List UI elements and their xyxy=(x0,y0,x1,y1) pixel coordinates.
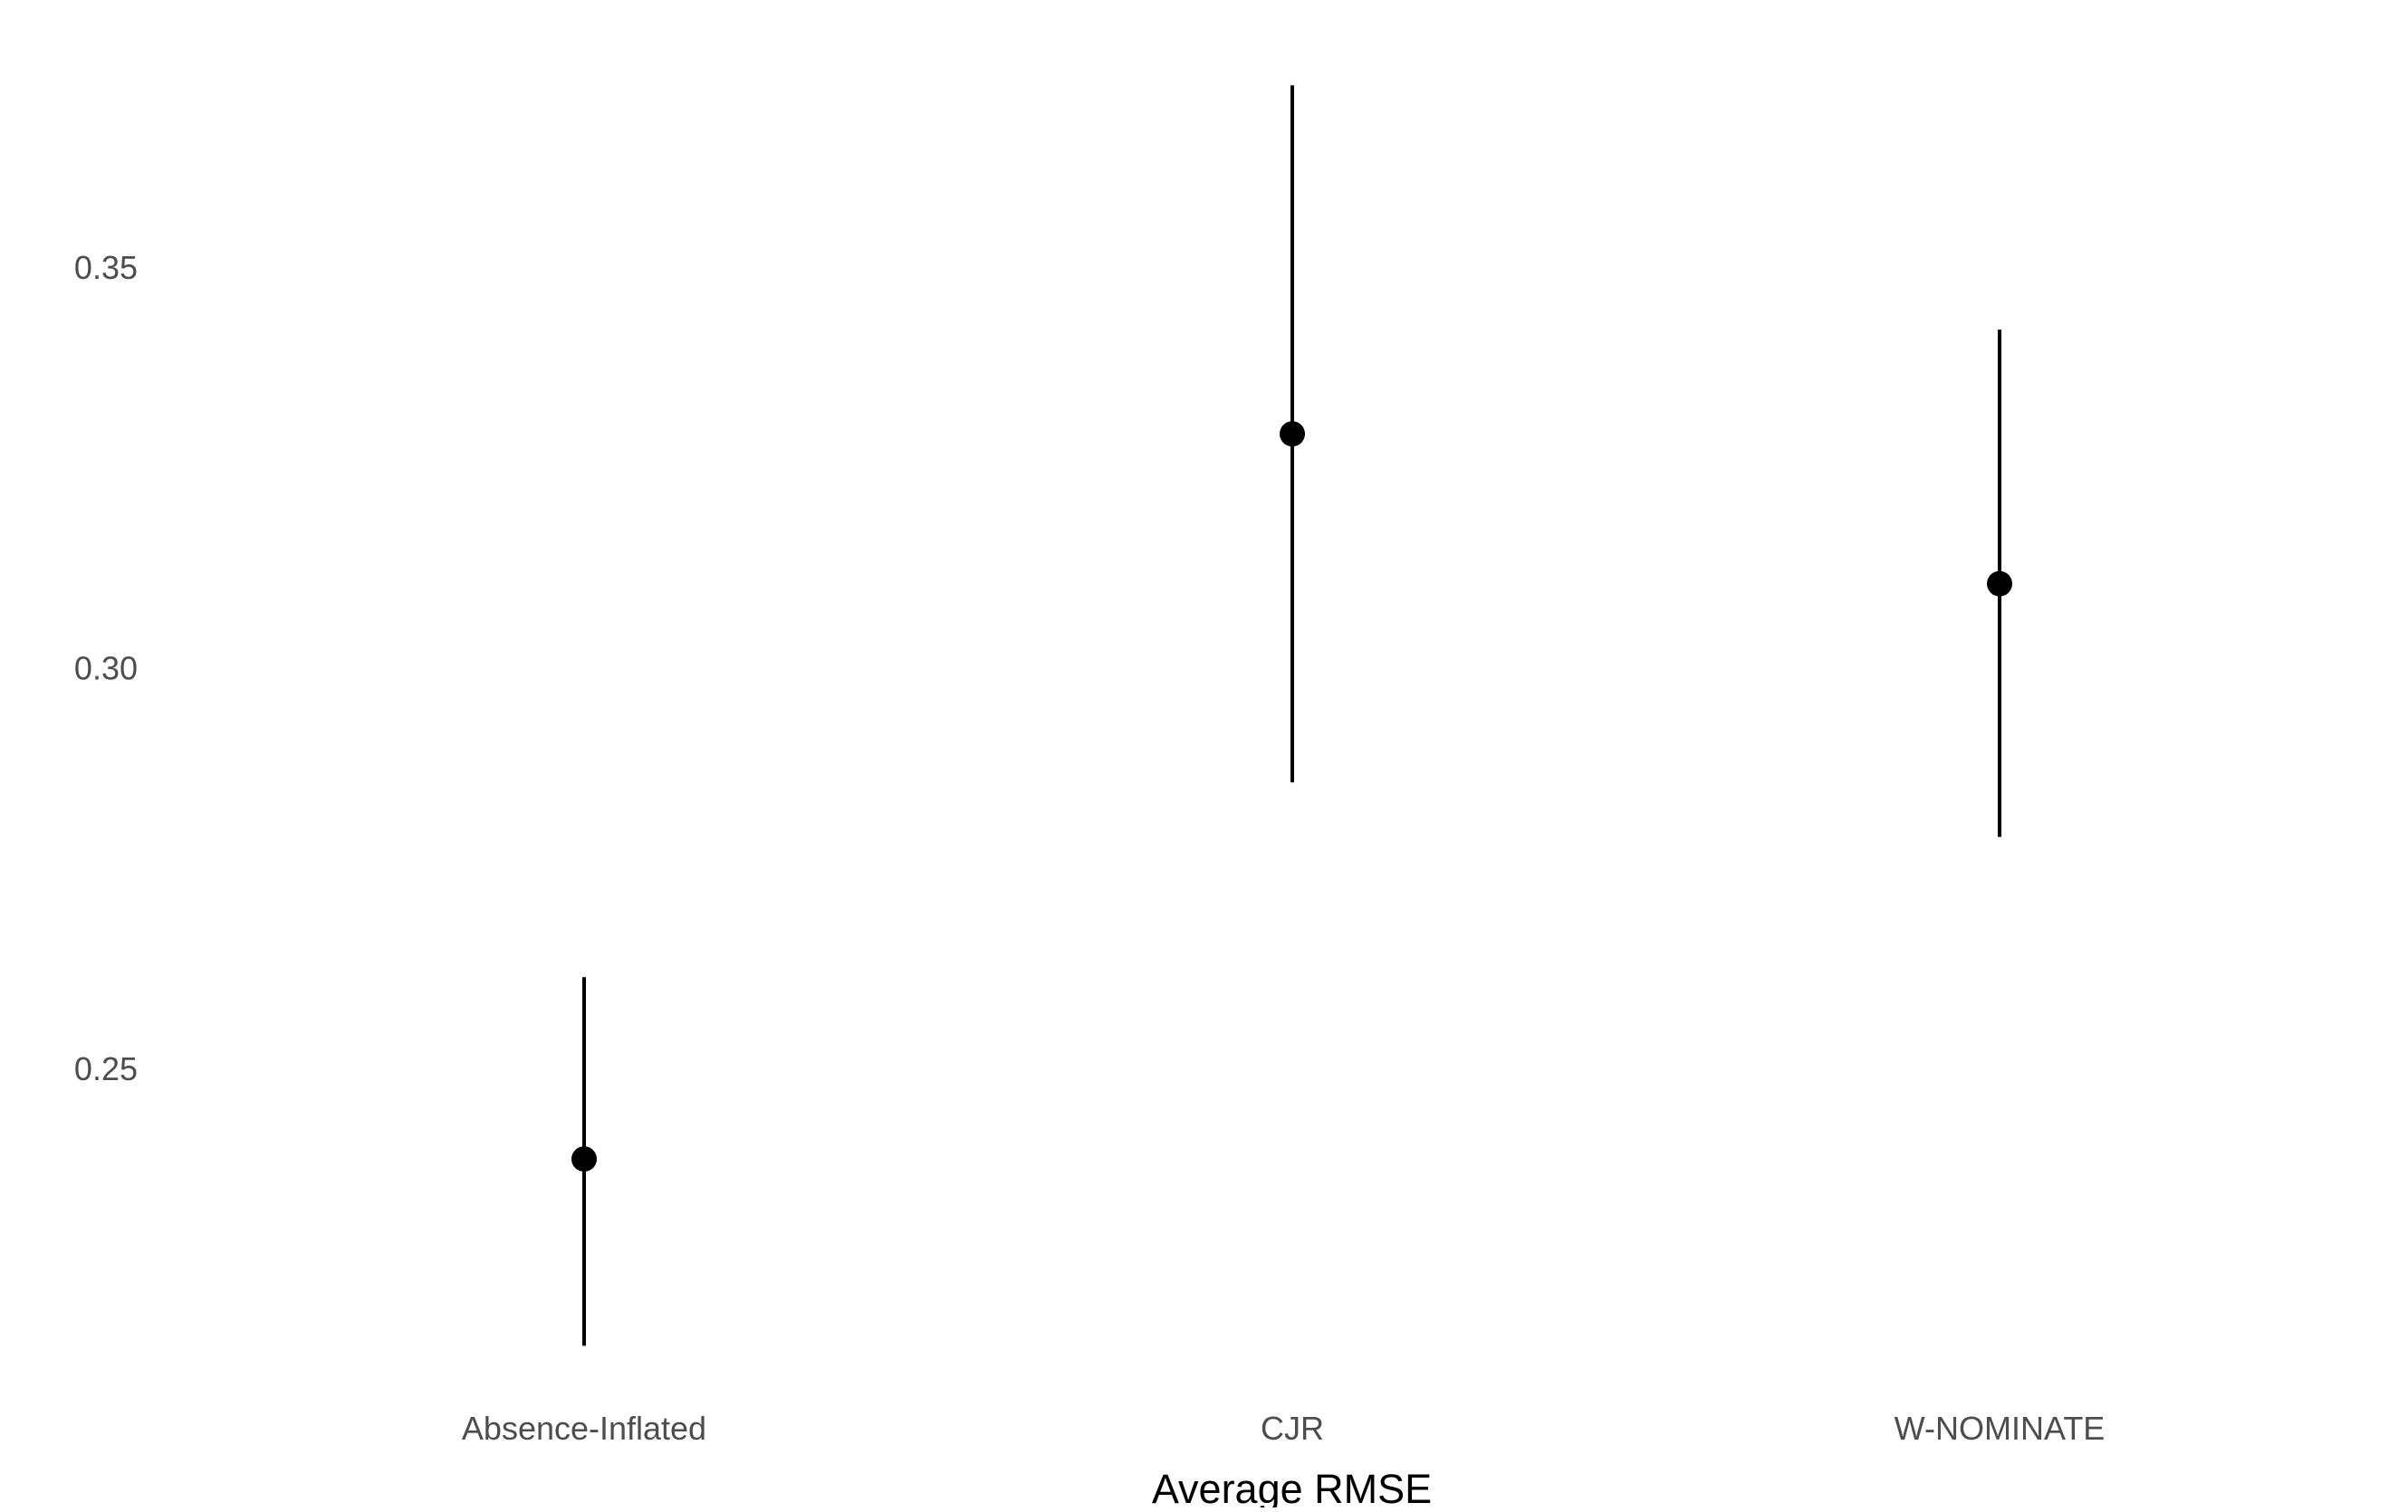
data-point xyxy=(1280,421,1305,447)
x-tick-label: W-NOMINATE xyxy=(1895,1410,2106,1447)
x-tick-label: CJR xyxy=(1261,1410,1324,1447)
y-tick-label: 0.25 xyxy=(74,1050,138,1087)
data-point xyxy=(571,1146,597,1172)
y-axis-tick-labels: 0.25 0.30 0.35 xyxy=(74,249,138,1087)
y-tick-label: 0.30 xyxy=(74,650,138,687)
data-points xyxy=(571,421,2012,1172)
y-tick-label: 0.35 xyxy=(74,249,138,286)
x-tick-label: Absence-Inflated xyxy=(462,1410,706,1447)
data-point xyxy=(1987,570,2012,597)
x-axis-tick-labels: Absence-Inflated CJR W-NOMINATE xyxy=(462,1410,2105,1447)
x-axis-title: Average RMSE xyxy=(1152,1466,1432,1507)
